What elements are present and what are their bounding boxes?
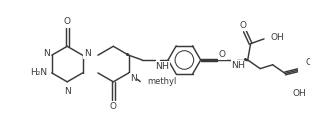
Text: N: N <box>44 49 50 58</box>
Text: H₂N: H₂N <box>30 68 47 77</box>
Text: OH: OH <box>293 89 306 98</box>
Text: O: O <box>305 58 310 67</box>
Text: N: N <box>84 49 91 58</box>
Text: O: O <box>110 102 117 111</box>
Text: O: O <box>239 21 246 30</box>
Text: O: O <box>219 50 226 59</box>
Text: NH: NH <box>156 62 170 71</box>
Text: N: N <box>130 74 136 83</box>
Text: NH: NH <box>231 61 246 70</box>
Text: N: N <box>64 87 71 96</box>
Text: methyl: methyl <box>147 77 176 86</box>
Text: OH: OH <box>271 33 285 42</box>
Text: O: O <box>64 17 71 26</box>
